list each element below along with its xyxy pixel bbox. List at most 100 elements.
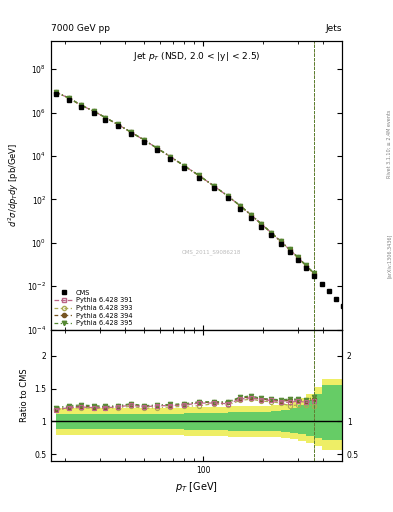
Line: Pythia 6.428 394: Pythia 6.428 394 [54,90,316,275]
Pythia 6.428 393 [287,247,292,253]
Pythia 6.428 394 [304,263,309,269]
Pythia 6.428 394 [269,229,274,236]
Pythia 6.428 394 [249,212,253,218]
CMS [259,224,264,230]
Pythia 6.428 391 [154,145,159,151]
Pythia 6.428 394 [197,173,202,179]
Pythia 6.428 395 [212,183,217,189]
Pythia 6.428 395 [278,238,283,244]
Pythia 6.428 391 [116,121,120,127]
Pythia 6.428 395 [92,108,96,114]
Pythia 6.428 395 [287,246,292,252]
Y-axis label: Ratio to CMS: Ratio to CMS [20,369,29,422]
Pythia 6.428 391 [141,137,146,143]
X-axis label: $p_T\ \mathrm{[GeV]}$: $p_T\ \mathrm{[GeV]}$ [175,480,218,494]
Pythia 6.428 394 [141,137,146,143]
CMS [347,311,352,317]
CMS [379,349,384,355]
Pythia 6.428 393 [249,212,253,218]
Pythia 6.428 395 [296,254,300,261]
Pythia 6.428 393 [269,230,274,236]
Pythia 6.428 394 [78,102,83,108]
CMS [304,265,309,271]
Pythia 6.428 393 [116,121,120,127]
Pythia 6.428 393 [154,145,159,151]
Pythia 6.428 393 [226,194,230,200]
CMS [212,185,217,191]
CMS [287,249,292,255]
Pythia 6.428 391 [54,90,59,96]
Pythia 6.428 391 [249,212,253,218]
CMS [312,273,316,279]
Pythia 6.428 393 [54,90,59,96]
Pythia 6.428 394 [226,193,230,199]
Pythia 6.428 394 [168,154,173,160]
Pythia 6.428 395 [259,221,264,227]
Pythia 6.428 393 [296,255,300,261]
Pythia 6.428 394 [182,163,187,169]
Pythia 6.428 393 [212,183,217,189]
CMS [360,327,365,333]
Text: Jets: Jets [325,24,342,33]
CMS [54,91,59,97]
Pythia 6.428 395 [168,154,173,160]
Pythia 6.428 391 [92,108,96,114]
Pythia 6.428 391 [129,129,133,135]
Pythia 6.428 394 [54,89,59,95]
CMS [226,196,230,202]
Pythia 6.428 391 [304,263,309,269]
Line: Pythia 6.428 395: Pythia 6.428 395 [54,90,316,275]
Pythia 6.428 395 [226,193,230,199]
Pythia 6.428 393 [278,239,283,245]
Pythia 6.428 394 [212,183,217,189]
Text: Jet $p_T$ (NSD, 2.0 < |y| < 2.5): Jet $p_T$ (NSD, 2.0 < |y| < 2.5) [133,50,260,62]
CMS [197,175,202,181]
Text: [arXiv:1306.3436]: [arXiv:1306.3436] [387,234,391,278]
Pythia 6.428 395 [154,145,159,151]
Pythia 6.428 395 [54,89,59,95]
Pythia 6.428 395 [304,263,309,269]
Pythia 6.428 393 [92,108,96,114]
Pythia 6.428 391 [168,154,173,160]
Line: Pythia 6.428 391: Pythia 6.428 391 [54,90,316,276]
Text: Rivet 3.1.10; ≥ 2.4M events: Rivet 3.1.10; ≥ 2.4M events [387,109,391,178]
CMS [67,97,72,103]
Pythia 6.428 394 [287,246,292,252]
CMS [141,139,146,145]
Pythia 6.428 395 [78,102,83,108]
Pythia 6.428 391 [238,203,242,209]
Pythia 6.428 395 [116,121,120,127]
CMS [182,165,187,171]
Pythia 6.428 395 [141,137,146,143]
Text: 7000 GeV pp: 7000 GeV pp [51,24,110,33]
Pythia 6.428 393 [304,263,309,269]
CMS [78,104,83,110]
Pythia 6.428 395 [103,115,108,121]
Pythia 6.428 391 [103,115,108,121]
Pythia 6.428 395 [67,95,72,101]
Pythia 6.428 394 [129,129,133,135]
Pythia 6.428 394 [278,238,283,244]
Pythia 6.428 391 [296,254,300,261]
Pythia 6.428 394 [259,221,264,227]
Pythia 6.428 394 [312,270,316,276]
Pythia 6.428 394 [116,121,120,127]
Pythia 6.428 391 [226,193,230,199]
CMS [296,257,300,263]
Pythia 6.428 391 [212,183,217,189]
Pythia 6.428 394 [103,115,108,121]
Pythia 6.428 395 [129,129,133,135]
CMS [269,232,274,239]
Pythia 6.428 391 [259,221,264,227]
CMS [116,123,120,130]
CMS [391,366,393,372]
Pythia 6.428 393 [168,154,173,160]
CMS [367,334,371,340]
Line: Pythia 6.428 393: Pythia 6.428 393 [54,91,316,276]
Pythia 6.428 394 [154,145,159,151]
Pythia 6.428 395 [238,202,242,208]
Pythia 6.428 394 [238,203,242,209]
Pythia 6.428 395 [182,163,187,169]
Pythia 6.428 393 [103,115,108,121]
Text: CMS_2011_S9086218: CMS_2011_S9086218 [181,249,241,254]
